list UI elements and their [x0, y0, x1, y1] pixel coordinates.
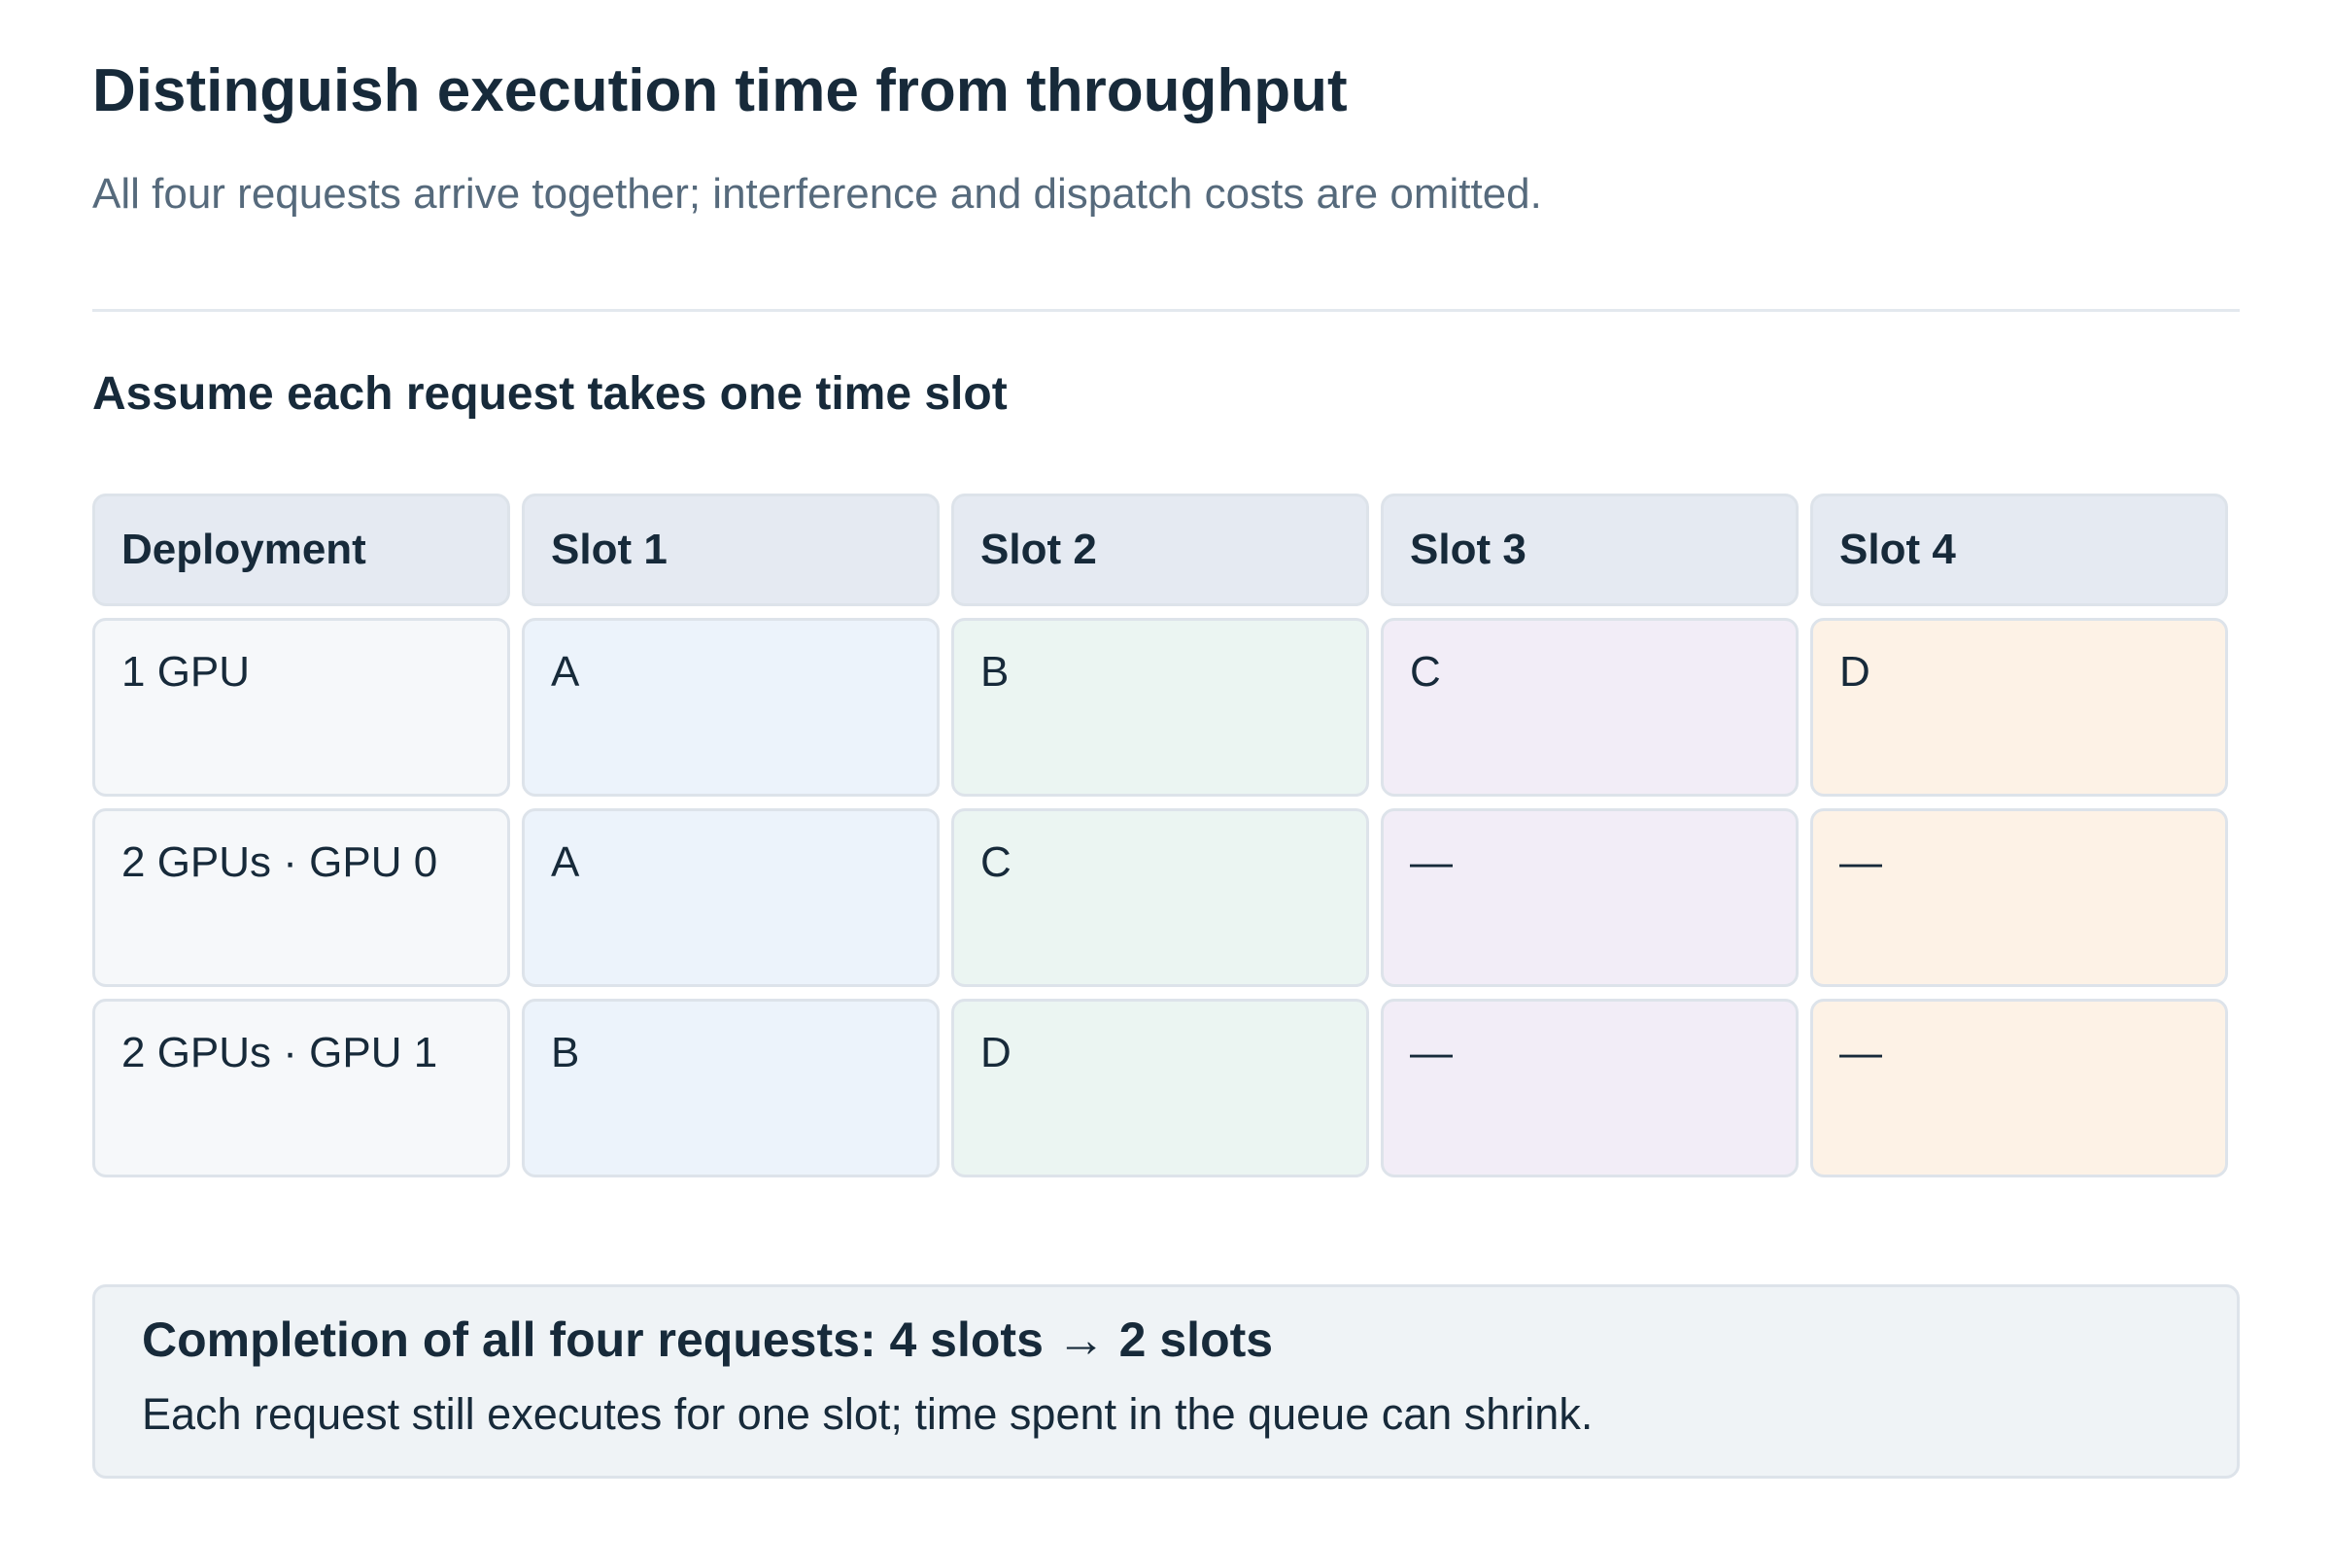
callout: Completion of all four requests: 4 slots… — [92, 1284, 2240, 1479]
slot-cell: D — [1810, 618, 2228, 797]
slot-cell: — — [1381, 999, 1799, 1177]
section-title: Assume each request takes one time slot — [92, 368, 1008, 420]
column-header: Slot 1 — [522, 494, 940, 606]
slot-cell: A — [522, 618, 940, 797]
slot-cell: B — [522, 999, 940, 1177]
slot-cell: B — [951, 618, 1369, 797]
row-label: 2 GPUs · GPU 0 — [92, 808, 510, 987]
column-header: Slot 3 — [1381, 494, 1799, 606]
slot-cell: C — [951, 808, 1369, 987]
slot-cell: — — [1810, 999, 2228, 1177]
slot-cell: — — [1381, 808, 1799, 987]
row-label: 2 GPUs · GPU 1 — [92, 999, 510, 1177]
callout-text: Each request still executes for one slot… — [142, 1389, 1594, 1439]
column-header: Slot 2 — [951, 494, 1369, 606]
slot-cell: — — [1810, 808, 2228, 987]
page-title: Distinguish execution time from throughp… — [92, 57, 1348, 124]
callout-title: Completion of all four requests: 4 slots… — [142, 1312, 1274, 1367]
slot-cell: C — [1381, 618, 1799, 797]
column-header: Slot 4 — [1810, 494, 2228, 606]
schedule-table: Deployment Slot 1 Slot 2 Slot 3 Slot 4 1 GPU A… — [92, 494, 2228, 1177]
slot-cell: A — [522, 808, 940, 987]
slot-cell: D — [951, 999, 1369, 1177]
divider — [92, 309, 2240, 312]
row-label: 1 GPU — [92, 618, 510, 797]
column-header: Deployment — [92, 494, 510, 606]
subtitle: All four requests arrive together; inter… — [92, 170, 1542, 218]
